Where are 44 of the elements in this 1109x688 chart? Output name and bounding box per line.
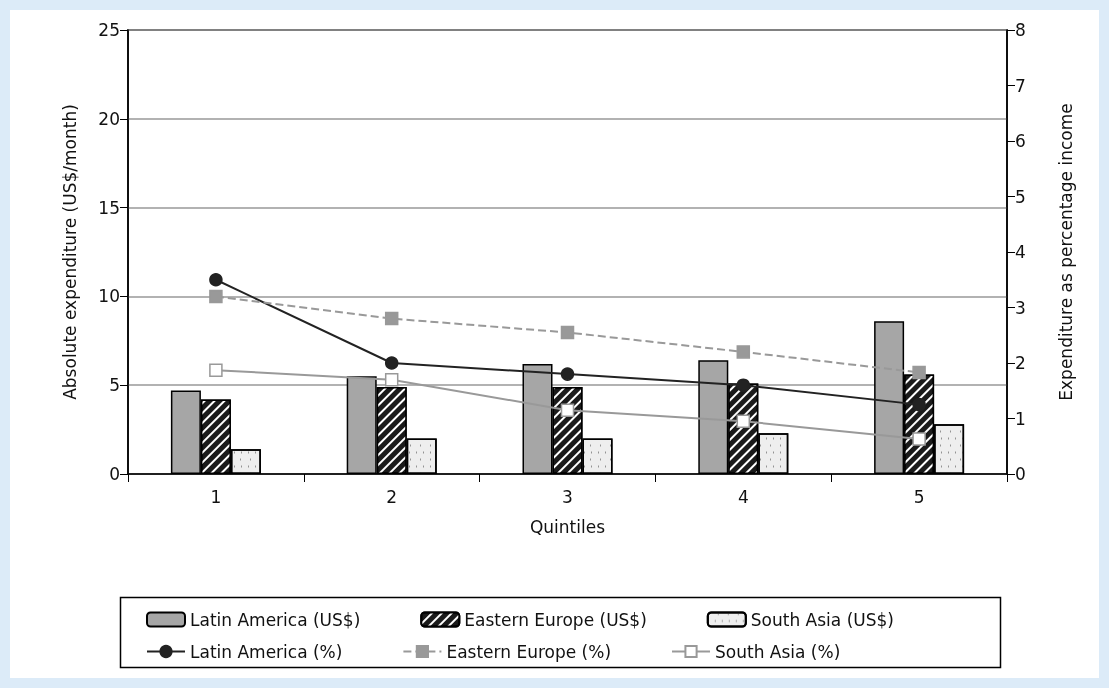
x-tick-label: 2 xyxy=(386,486,398,507)
y-tick-label: 5 xyxy=(109,375,120,396)
y2-tick-label: 5 xyxy=(1015,186,1026,207)
y2-tick-label: 3 xyxy=(1015,297,1026,318)
x-tick-label: 5 xyxy=(913,486,925,507)
x-axis-title: Quintiles xyxy=(529,516,606,537)
y2-tick-label: 4 xyxy=(1015,242,1026,262)
point xyxy=(384,356,399,370)
point xyxy=(736,414,751,429)
point xyxy=(560,367,575,381)
legend-label: Latin America (%) xyxy=(190,641,343,662)
point xyxy=(560,325,575,340)
point xyxy=(560,403,575,417)
legend-label: South Asia (US$) xyxy=(750,609,894,630)
y-tick-label: 20 xyxy=(98,108,120,129)
x-tick-label: 3 xyxy=(562,486,573,507)
y2-tick-label: 1 xyxy=(1015,408,1026,429)
point xyxy=(736,378,751,392)
point xyxy=(912,365,926,380)
y-tick-label: 25 xyxy=(98,20,120,40)
y2-tick-label: 0 xyxy=(1015,464,1026,484)
point xyxy=(209,363,223,377)
point xyxy=(736,345,751,359)
y-tick-label: 10 xyxy=(98,286,120,307)
point xyxy=(384,372,399,387)
y2-axis-title: Expenditure as percentage income xyxy=(1055,103,1076,401)
y2-tick-label: 7 xyxy=(1015,75,1026,96)
legend-label: South Asia (%) xyxy=(715,641,841,662)
y2-tick-label: 6 xyxy=(1015,131,1026,151)
point xyxy=(912,397,926,412)
legend-label: Latin America (US$) xyxy=(190,609,361,630)
y-tick-label: 15 xyxy=(98,197,120,218)
point xyxy=(209,273,223,287)
y-tick-label: 0 xyxy=(109,464,120,484)
x-tick-label: 1 xyxy=(210,486,222,507)
point xyxy=(912,432,926,446)
x-tick-label: 4 xyxy=(737,486,749,507)
y2-tick-label: 8 xyxy=(1015,20,1026,40)
legend-label: Eastern Europe (%) xyxy=(446,641,612,662)
point xyxy=(209,289,223,304)
legend-label: Eastern Europe (US$) xyxy=(464,609,647,630)
point xyxy=(384,311,399,326)
y-axis-title: Absolute expenditure (US$/month) xyxy=(59,104,80,400)
y2-tick-label: 2 xyxy=(1015,353,1026,373)
